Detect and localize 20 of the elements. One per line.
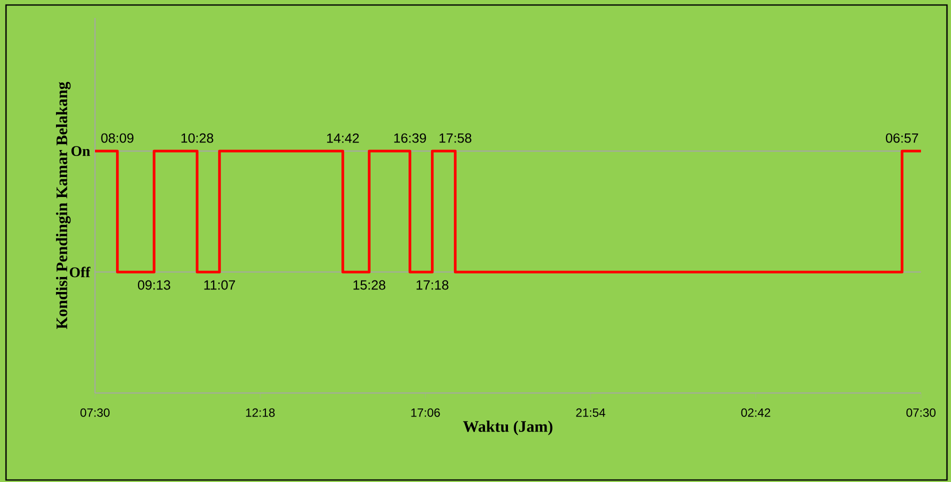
x-tick-label: 12:18: [246, 408, 275, 417]
x-axis-title: Waktu (Jam): [463, 420, 552, 436]
annotation: 14:42: [327, 133, 359, 143]
annotation: 15:28: [354, 280, 386, 290]
annotation: 11:07: [204, 280, 236, 290]
x-tick-label: 17:06: [411, 408, 440, 417]
annotation: 08:09: [101, 133, 134, 143]
y-axis-title: Kondisi Pendingin Kamar Belakang: [56, 82, 71, 330]
x-tick-label: 07:30: [906, 408, 936, 417]
annotation: 06:57: [886, 133, 918, 143]
x-tick-label: 21:54: [576, 408, 606, 417]
annotation: 10:28: [181, 133, 214, 143]
x-tick-label: 07:30: [80, 408, 110, 417]
x-tick-label: 02:42: [741, 408, 770, 417]
category-label: Off: [70, 266, 90, 278]
category-label: On: [71, 146, 90, 156]
annotation: 17:18: [416, 280, 448, 290]
annotation: 09:13: [138, 280, 170, 290]
annotation: 16:39: [394, 133, 426, 143]
annotation: 17:58: [440, 133, 472, 143]
